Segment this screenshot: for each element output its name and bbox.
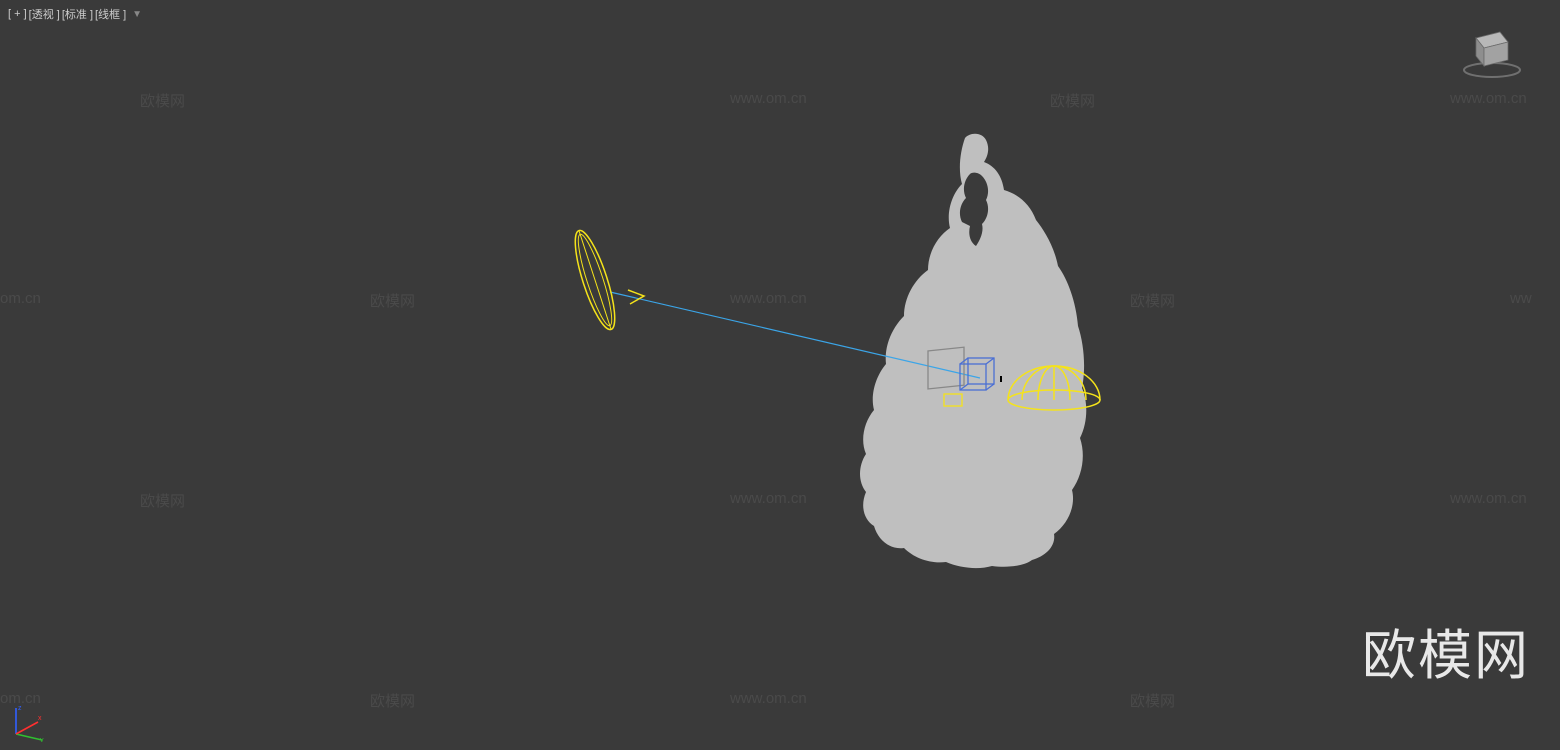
viewport-label[interactable]: [ + ] [透视 ] [标准 ] [线框 ] ▼: [8, 6, 142, 22]
camera-gizmo[interactable]: [918, 346, 1008, 416]
axis-y-label: y: [40, 737, 44, 742]
viewport-label-plus[interactable]: [ + ]: [8, 8, 27, 20]
viewport-label-display[interactable]: [线框 ]: [95, 6, 126, 22]
spotlight-gizmo[interactable]: [555, 210, 635, 350]
axis-z-label: z: [18, 705, 22, 712]
viewcube[interactable]: [1460, 18, 1524, 82]
viewport-label-shading[interactable]: [标准 ]: [62, 6, 93, 22]
viewport-label-dropdown-icon[interactable]: ▼: [132, 9, 142, 20]
viewport-3d[interactable]: [0, 0, 1560, 750]
light-target-line: [0, 0, 1560, 750]
axis-gizmo[interactable]: z x y: [8, 702, 48, 742]
viewport-label-view[interactable]: [透视 ]: [29, 6, 60, 22]
dome-light-gizmo[interactable]: [1000, 350, 1110, 420]
axis-x-label: x: [38, 715, 42, 722]
